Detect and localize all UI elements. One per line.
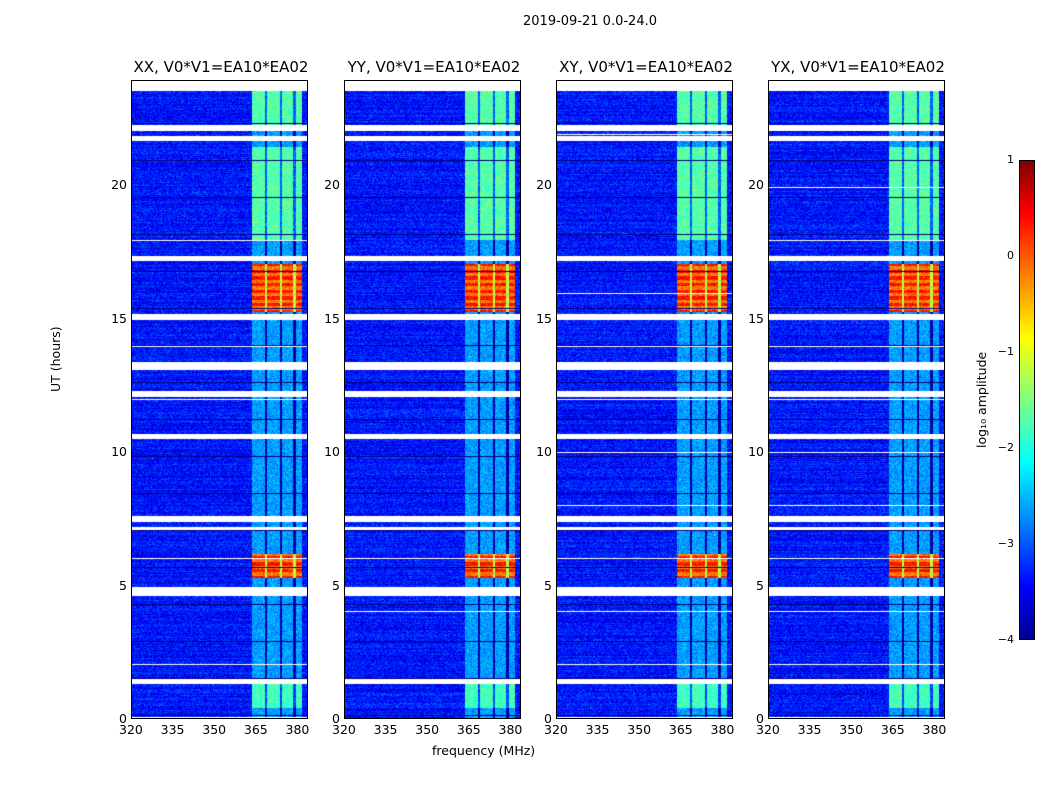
x-tick-label: 335 [160, 722, 185, 737]
y-tick-label: 0 [119, 711, 127, 726]
y-tick-label: 10 [536, 444, 552, 459]
x-tick-label: 380 [498, 722, 523, 737]
y-tick-label: 20 [111, 177, 127, 192]
colorbar [1019, 160, 1035, 640]
panel-title: XY, V0*V1=EA10*EA02 [559, 58, 733, 76]
x-tick-label: 320 [544, 722, 568, 737]
x-tick-label: 380 [922, 722, 947, 737]
y-tick-label: 0 [544, 711, 552, 726]
y-tick-label: 15 [111, 310, 127, 326]
x-tick-label: 350 [415, 722, 440, 737]
y-tick-label: 0 [332, 711, 340, 726]
spectrogram-heatmap [132, 81, 307, 718]
colorbar-label: log₁₀ amplitude [974, 351, 989, 448]
panel-title: YX, V0*V1=EA10*EA02 [771, 58, 945, 76]
y-tick-label: 0 [756, 711, 764, 726]
y-tick-label: 10 [324, 444, 340, 459]
panel-title: XX, V0*V1=EA10*EA02 [133, 58, 309, 76]
y-tick-label: 20 [324, 177, 340, 192]
spectrogram-panel [556, 80, 733, 719]
colorbar-tick-label: −2 [997, 441, 1014, 454]
figure-title: 2019-09-21 0.0-24.0 [523, 14, 657, 29]
y-tick-label: 15 [536, 310, 552, 326]
y-axis-label: UT (hours) [48, 326, 63, 392]
y-tick-label: 5 [332, 577, 340, 593]
x-tick-label: 335 [797, 722, 822, 737]
y-tick-label: 5 [119, 577, 127, 593]
spectrogram-heatmap [769, 81, 944, 718]
y-tick-label: 5 [544, 577, 552, 593]
y-tick-label: 20 [748, 177, 764, 192]
spectrogram-panel [131, 80, 308, 719]
colorbar-tick-label: −1 [997, 345, 1014, 358]
x-tick-label: 365 [456, 722, 481, 737]
spectrogram-panel [344, 80, 521, 719]
colorbar-tick-label: 1 [1007, 153, 1014, 166]
x-tick-label: 350 [839, 722, 864, 737]
x-tick-label: 365 [668, 722, 693, 737]
spectrogram-heatmap [345, 81, 520, 718]
panel-title: YY, V0*V1=EA10*EA02 [347, 58, 521, 76]
spectrogram-heatmap [557, 81, 732, 718]
x-tick-label: 380 [710, 722, 735, 737]
y-tick-label: 10 [111, 444, 127, 459]
x-tick-label: 350 [202, 722, 227, 737]
y-tick-label: 5 [756, 577, 764, 593]
x-tick-label: 335 [585, 722, 610, 737]
y-tick-label: 10 [748, 444, 764, 459]
colorbar-tick-label: 0 [1007, 249, 1014, 262]
colorbar-tick-label: −4 [997, 633, 1014, 646]
x-tick-label: 320 [119, 722, 143, 737]
x-tick-label: 320 [332, 722, 356, 737]
y-tick-label: 20 [536, 177, 552, 192]
x-tick-label: 320 [756, 722, 780, 737]
x-tick-label: 365 [880, 722, 905, 737]
x-tick-label: 380 [285, 722, 310, 737]
x-tick-label: 350 [627, 722, 652, 737]
x-axis-label: frequency (MHz) [432, 743, 536, 758]
y-tick-label: 15 [324, 310, 340, 326]
colorbar-tick-label: −3 [997, 537, 1014, 550]
x-tick-label: 365 [243, 722, 268, 737]
x-tick-label: 335 [373, 722, 398, 737]
y-tick-label: 15 [748, 310, 764, 326]
spectrogram-panel [768, 80, 945, 719]
